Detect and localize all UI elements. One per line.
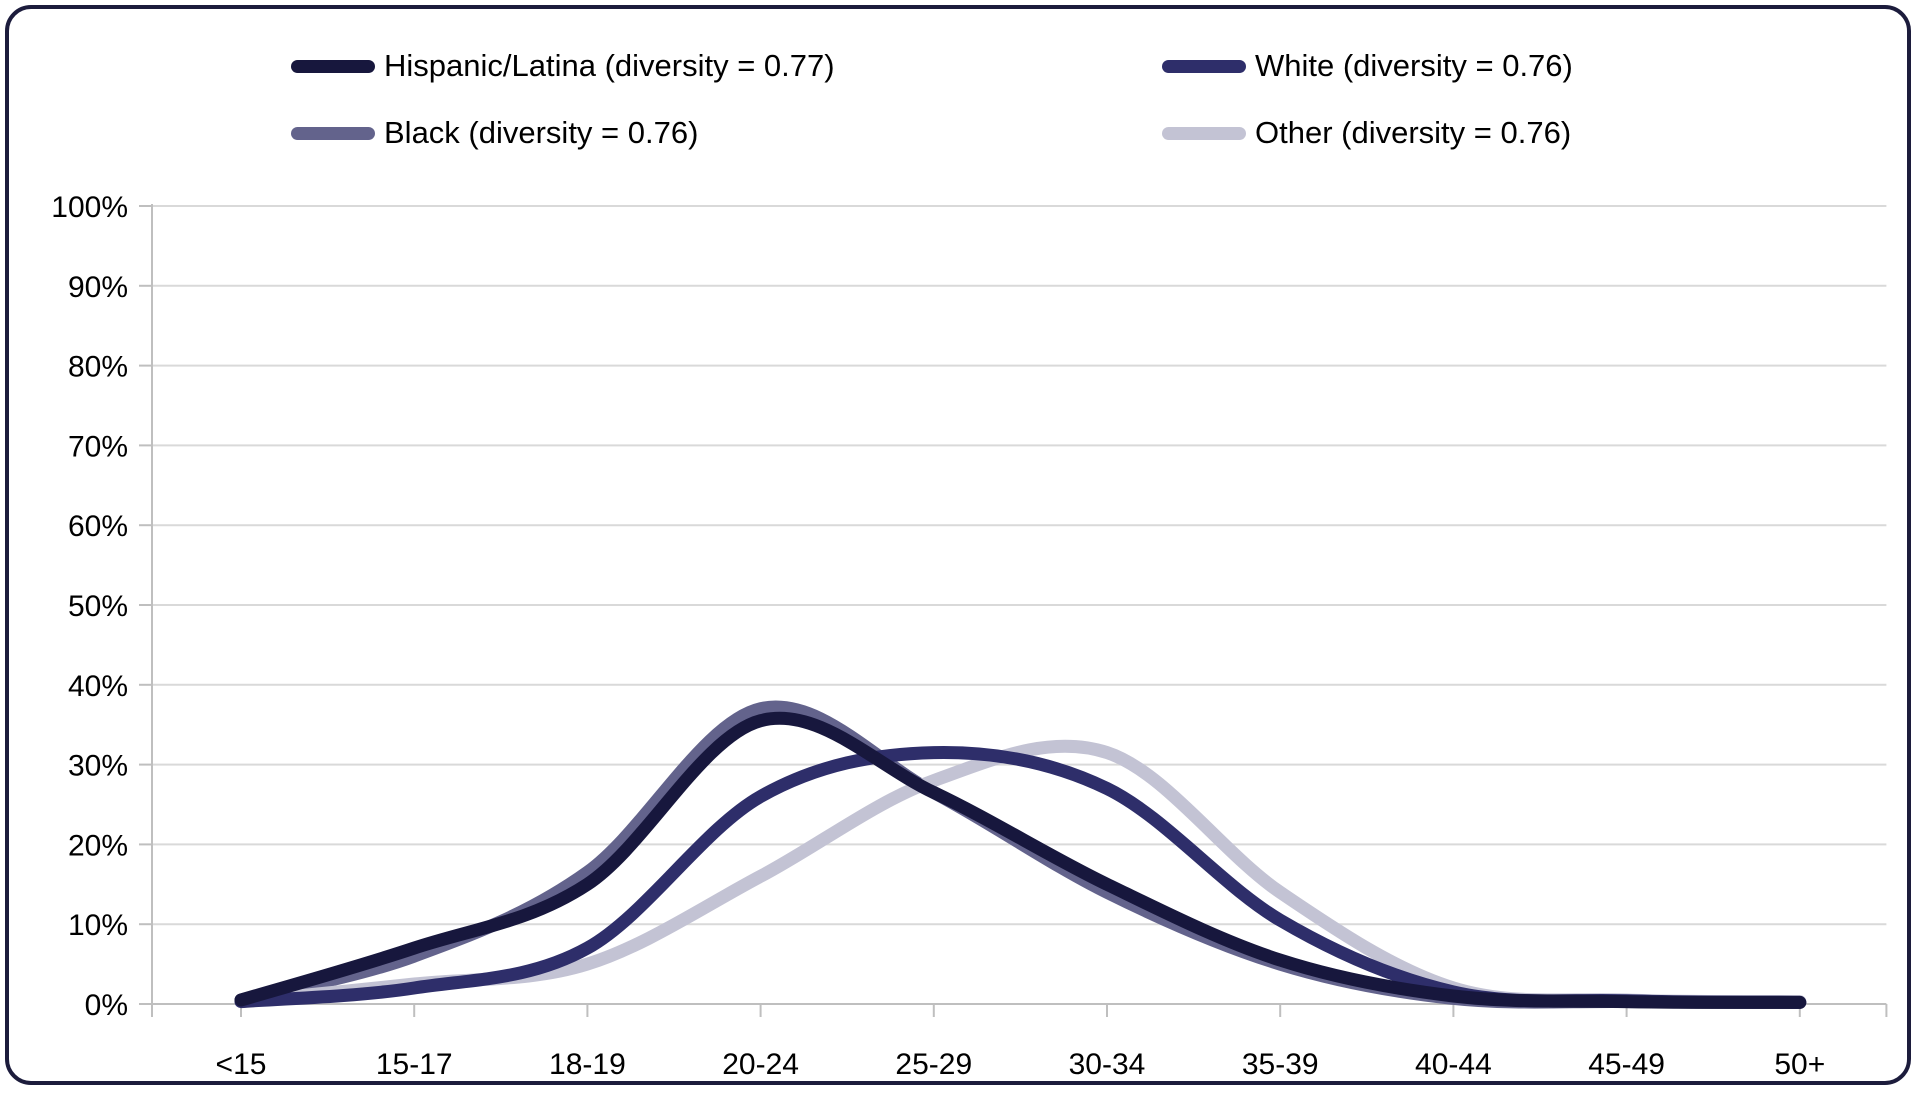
y-tick-label: 30% <box>68 750 128 783</box>
series-line-other <box>234 739 1807 1009</box>
line-chart-plot: 0% 10% 20% 30% 40% 50% 60% 70% 80% 90% 100% <15 15-1… <box>51 191 1888 1081</box>
legend-label-other: Other (diversity = 0.76) <box>1255 115 1572 150</box>
legend-label-hispanic-latina: Hispanic/Latina (diversity = 0.77) <box>384 48 835 83</box>
series-line-white <box>234 745 1807 1009</box>
x-tick-label: 18-19 <box>549 1048 626 1081</box>
x-tick-label: 50+ <box>1774 1048 1825 1081</box>
y-tick-label: 50% <box>68 590 128 623</box>
y-tick-label: 80% <box>68 351 128 384</box>
x-tick-label: 15-17 <box>376 1048 453 1081</box>
legend-item-hispanic-latina: Hispanic/Latina (diversity = 0.77) <box>291 49 835 83</box>
x-tick-label: 25-29 <box>895 1048 972 1081</box>
series-line-hispanic-latina <box>234 711 1807 1009</box>
chart-card: 0% 10% 20% 30% 40% 50% 60% 70% 80% 90% 100% <15 15-1… <box>5 5 1911 1085</box>
legend-item-white: White (diversity = 0.76) <box>1162 49 1573 83</box>
legend-label-black: Black (diversity = 0.76) <box>384 115 699 150</box>
legend-swatch-black <box>291 126 375 140</box>
y-tick-label: 70% <box>68 430 128 463</box>
y-tick-label: 0% <box>85 989 128 1022</box>
y-tick-label: 20% <box>68 829 128 862</box>
legend-label-white: White (diversity = 0.76) <box>1255 48 1573 83</box>
legend-swatch-hispanic-latina <box>291 59 375 73</box>
x-tick-label: 20-24 <box>722 1048 799 1081</box>
y-tick-label: 10% <box>68 909 128 942</box>
legend-swatch-other <box>1162 126 1246 140</box>
x-tick-label: 30-34 <box>1069 1048 1146 1081</box>
x-tick-label: 35-39 <box>1242 1048 1319 1081</box>
x-tick-label: 45-49 <box>1588 1048 1665 1081</box>
legend-item-other: Other (diversity = 0.76) <box>1162 116 1571 150</box>
y-tick-label: 90% <box>68 271 128 304</box>
legend-item-black: Black (diversity = 0.76) <box>291 116 698 150</box>
y-tick-label: 60% <box>68 510 128 543</box>
y-tick-label: 100% <box>51 191 128 224</box>
chart-legend: Hispanic/Latina (diversity = 0.77) White … <box>9 9 1920 169</box>
x-tick-label: <15 <box>216 1048 267 1081</box>
legend-swatch-white <box>1162 59 1246 73</box>
y-tick-label: 40% <box>68 670 128 703</box>
x-tick-label: 40-44 <box>1415 1048 1492 1081</box>
